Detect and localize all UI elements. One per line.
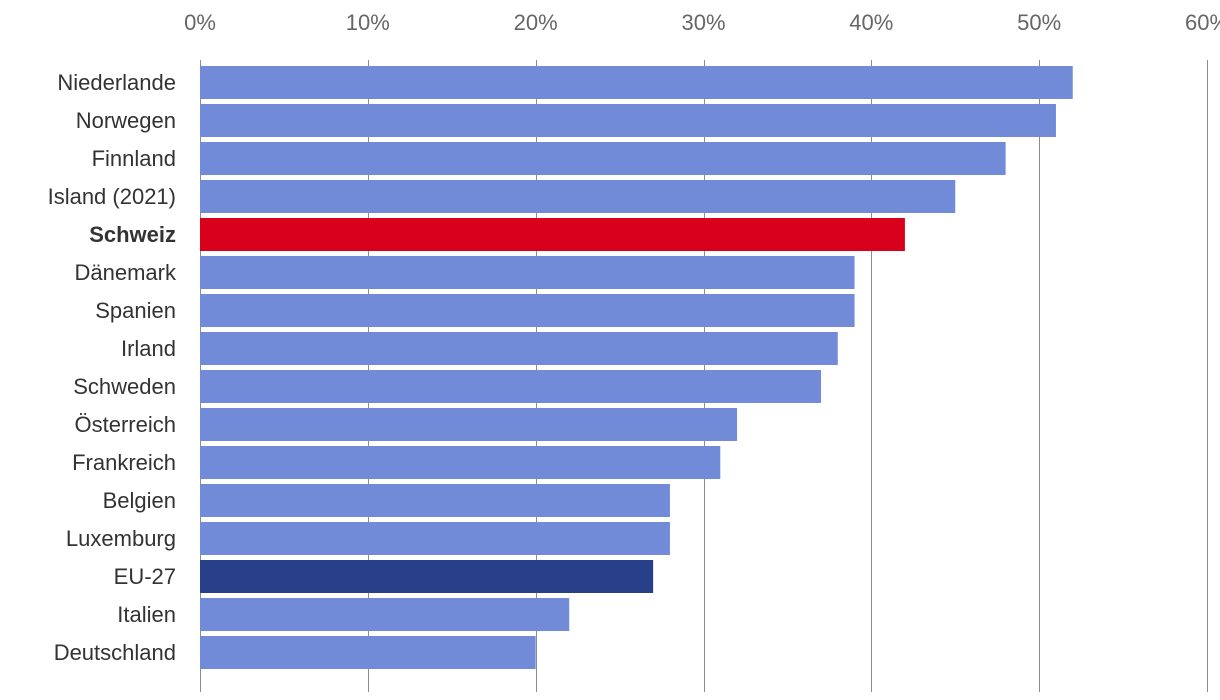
bar-dänemark: [200, 256, 855, 289]
bar-spanien: [200, 294, 855, 327]
category-label: Finnland: [92, 146, 176, 171]
category-label: Schweiz: [89, 222, 176, 247]
category-label: Spanien: [95, 298, 176, 323]
bar-island-2021: [200, 180, 956, 213]
category-label: Island (2021): [48, 184, 176, 209]
category-label: Norwegen: [76, 108, 176, 133]
category-label: Belgien: [103, 488, 176, 513]
category-label: Niederlande: [57, 70, 176, 95]
bar-schweiz: [200, 218, 905, 251]
x-tick-label: 40%: [849, 10, 893, 35]
x-tick-label: 20%: [514, 10, 558, 35]
bar-luxemburg: [200, 522, 670, 555]
bar-norwegen: [200, 104, 1056, 137]
category-label: Schweden: [73, 374, 176, 399]
category-label: EU-27: [114, 564, 176, 589]
bar-eu-27: [200, 560, 654, 593]
bars: [200, 66, 1073, 669]
x-tick-label: 30%: [681, 10, 725, 35]
category-label: Dänemark: [75, 260, 177, 285]
bar-italien: [200, 598, 570, 631]
x-tick-label: 0%: [184, 10, 216, 35]
category-label: Deutschland: [54, 640, 176, 665]
category-label: Italien: [117, 602, 176, 627]
x-tick-label: 10%: [346, 10, 390, 35]
bar-frankreich: [200, 446, 721, 479]
category-labels: Niederlande Norwegen Finnland Island (2021)…: [48, 70, 177, 665]
category-label: Irland: [121, 336, 176, 361]
x-axis-ticks: 0% 10% 20% 30% 40% 50% 60%: [184, 10, 1220, 35]
bar-niederlande: [200, 66, 1073, 99]
bar-belgien: [200, 484, 670, 517]
x-tick-label: 50%: [1017, 10, 1061, 35]
bar-irland: [200, 332, 838, 365]
category-label: Österreich: [75, 412, 176, 437]
x-tick-label: 60%: [1185, 10, 1220, 35]
bar-finnland: [200, 142, 1006, 175]
bar-deutschland: [200, 636, 536, 669]
bar-österreich: [200, 408, 738, 441]
category-label: Luxemburg: [66, 526, 176, 551]
bar-schweden: [200, 370, 821, 403]
category-label: Frankreich: [72, 450, 176, 475]
